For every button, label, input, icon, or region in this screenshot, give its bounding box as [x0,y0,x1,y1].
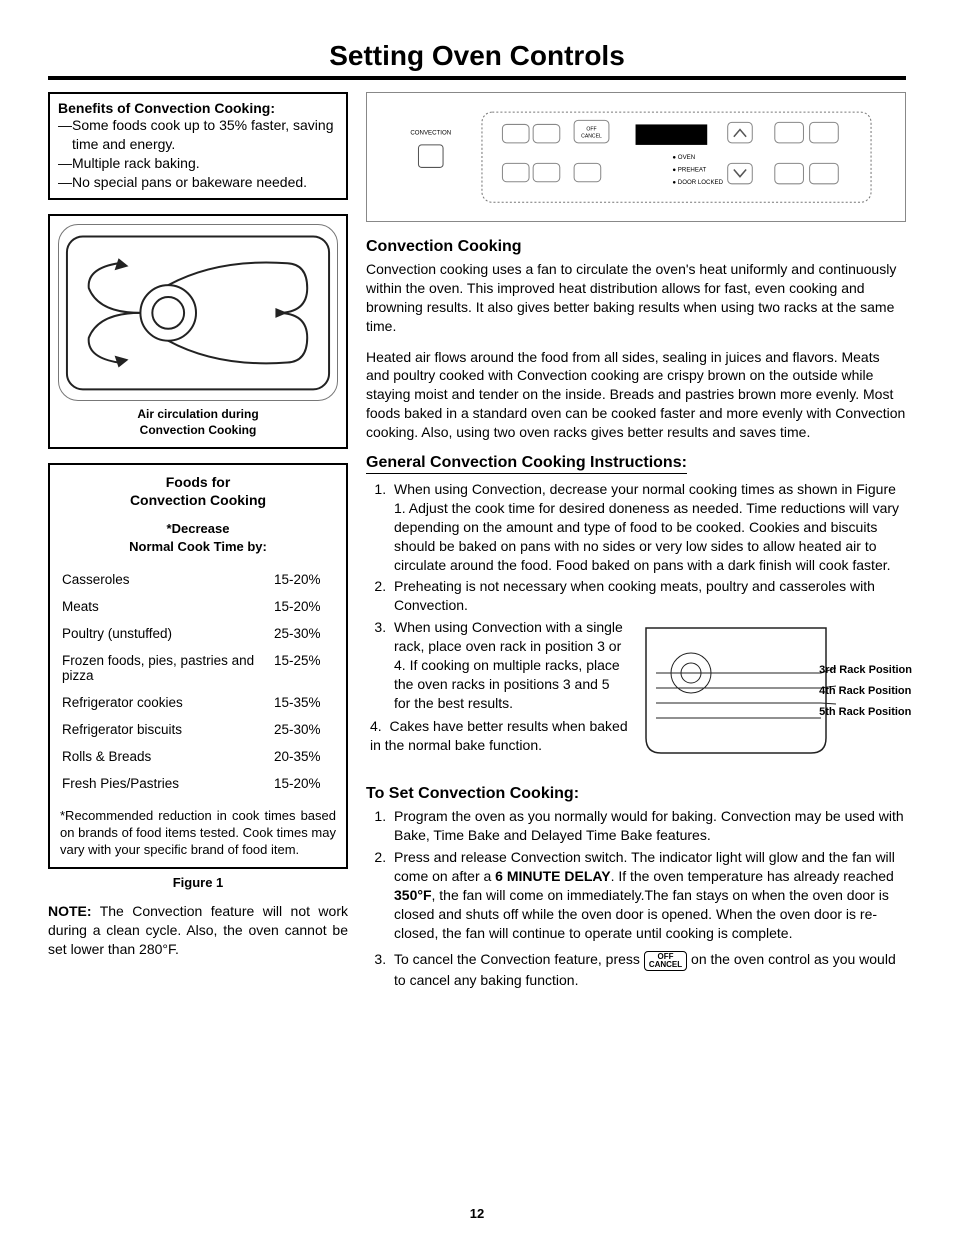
table-row: Poultry (unstuffed)25-30% [62,621,334,646]
rack-position-diagram: 3rd Rack Position 4th Rack Position 5th … [636,618,906,773]
table-row: Rolls & Breads20-35% [62,744,334,769]
svg-text:OFF: OFF [587,126,597,132]
air-circulation-diagram: Air circulation during Convection Cookin… [48,214,348,449]
diagram-caption: Convection Cooking [140,423,257,437]
list-item: When using Convection with a single rack… [390,618,906,773]
list-item: When using Convection, decrease your nor… [390,480,906,574]
convection-heading: Convection Cooking [366,238,906,256]
list-item: To cancel the Convection feature, press … [390,950,906,989]
benefits-heading: Benefits of Convection Cooking: [58,100,338,116]
rack-label: 3rd Rack Position [819,660,912,681]
general-heading: General Convection Cooking Instructions: [366,454,687,474]
page-number: 12 [0,1206,954,1221]
general-instructions: When using Convection, decrease your nor… [366,480,906,773]
list-item: Preheating is not necessary when cooking… [390,577,906,615]
foods-subheading: Normal Cook Time by: [129,539,267,554]
benefit-item: Some foods cook up to 35% faster, saving… [72,116,338,154]
list-item: Press and release Convection switch. The… [390,848,906,942]
foods-box: Foods for Convection Cooking *Decrease N… [48,463,348,870]
diagram-caption: Air circulation during [137,407,258,421]
foods-heading: Convection Cooking [130,492,266,508]
title-rule [48,76,906,80]
rack-label: 5th Rack Position [819,702,912,723]
benefit-item: Multiple rack baking. [72,154,338,173]
rack-label: 4th Rack Position [819,681,912,702]
benefits-box: Benefits of Convection Cooking: —Some fo… [48,92,348,200]
table-row: Fresh Pies/Pastries15-20% [62,771,334,796]
list-item: Program the oven as you normally would f… [390,807,906,845]
foods-subheading: *Decrease [167,521,230,536]
convection-p2: Heated air flows around the food from al… [366,348,906,442]
off-cancel-icon: OFFCANCEL [644,951,687,971]
convection-p1: Convection cooking uses a fan to circula… [366,260,906,336]
svg-text:● OVEN: ● OVEN [673,154,696,161]
control-panel-diagram: CONVECTION OFF [366,92,906,222]
page-title: Setting Oven Controls [48,40,906,72]
table-row: Meats15-20% [62,594,334,619]
to-set-instructions: Program the oven as you normally would f… [366,807,906,989]
svg-text:● DOOR LOCKED: ● DOOR LOCKED [673,179,724,186]
foods-table: Casseroles15-20% Meats15-20% Poultry (un… [60,565,336,798]
benefit-item: No special pans or bakeware needed. [72,173,338,192]
svg-text:CONVECTION: CONVECTION [411,129,452,136]
table-row: Refrigerator cookies15-35% [62,690,334,715]
to-set-heading: To Set Convection Cooking: [366,785,906,803]
left-note: NOTE: The Convection feature will not wo… [48,902,348,959]
figure-label: Figure 1 [48,875,348,890]
foods-footnote: *Recommended reduction in cook times bas… [60,808,336,859]
table-row: Casseroles15-20% [62,567,334,592]
foods-heading: Foods for [166,474,231,490]
svg-text:● PREHEAT: ● PREHEAT [673,166,707,173]
table-row: Refrigerator biscuits25-30% [62,717,334,742]
table-row: Frozen foods, pies, pastries and pizza15… [62,648,334,688]
svg-text:CANCEL: CANCEL [582,134,603,140]
